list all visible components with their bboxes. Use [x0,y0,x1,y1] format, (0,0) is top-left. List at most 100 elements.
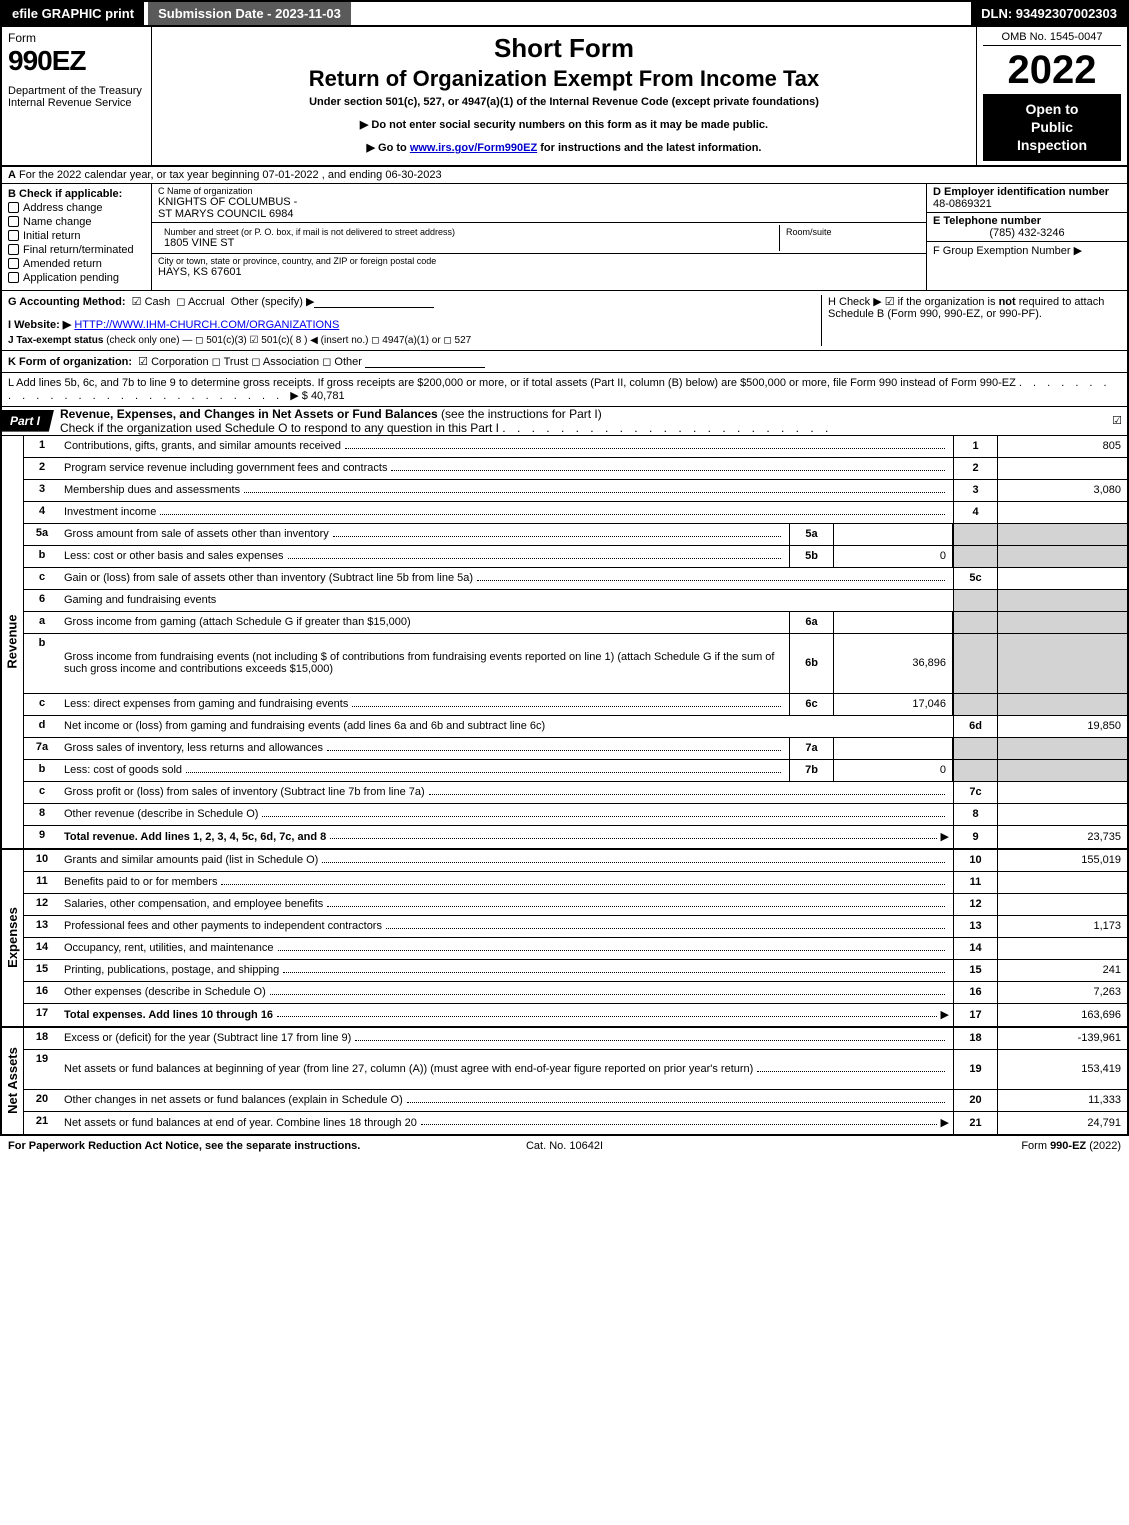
street-val: 1805 VINE ST [164,237,773,249]
expenses-table: Expenses 10 Grants and similar amounts p… [0,850,1129,1028]
inspection: Inspection [987,136,1117,154]
line-2: 2 Program service revenue including gove… [24,458,1127,480]
group-exemption-label: F Group Exemption Number ▶ [933,244,1121,257]
line-13: 13 Professional fees and other payments … [24,916,1127,938]
line-7a: 7a Gross sales of inventory, less return… [24,738,1127,760]
irs-link[interactable]: www.irs.gov/Form990EZ [410,142,537,154]
line-6b-val: 36,896 [833,634,953,693]
cb-amended-return[interactable]: Amended return [8,258,145,270]
ein-val: 48-0869321 [933,198,1121,210]
page-footer: For Paperwork Reduction Act Notice, see … [0,1136,1129,1156]
city-block: City or town, state or province, country… [152,254,926,280]
part-i-tab: Part I [2,410,54,432]
netassets-table: Net Assets 18 Excess or (deficit) for th… [0,1028,1129,1136]
instruct-1: ▶ Do not enter social security numbers o… [162,118,966,131]
return-title: Return of Organization Exempt From Incom… [162,66,966,92]
row-l: L Add lines 5b, 6c, and 7b to line 9 to … [0,373,1129,407]
org-name-block: C Name of organization KNIGHTS OF COLUMB… [152,184,926,223]
line-6d-val: 19,850 [997,716,1127,737]
street-label: Number and street (or P. O. box, if mail… [164,227,773,237]
row-k: K Form of organization: ☑ Corporation ◻ … [0,351,1129,373]
expenses-lines: 10 Grants and similar amounts paid (list… [24,850,1127,1026]
instruct-2-prefix: ▶ Go to [367,142,410,154]
line-5b-val: 0 [833,546,953,567]
part-i-header: Part I Revenue, Expenses, and Changes in… [0,407,1129,436]
cb-application-pending[interactable]: Application pending [8,272,145,284]
part-i-title: Revenue, Expenses, and Changes in Net As… [54,407,1107,435]
org-name-2: ST MARYS COUNCIL 6984 [158,208,920,220]
tax-exempt-row: J Tax-exempt status (check only one) — ◻… [8,335,821,346]
line-16: 16 Other expenses (describe in Schedule … [24,982,1127,1004]
revenue-side-label: Revenue [2,436,24,848]
line-12: 12 Salaries, other compensation, and emp… [24,894,1127,916]
row-g-h: G Accounting Method: ☑ Cash ◻ Accrual Ot… [0,291,1129,351]
line-17-val: 163,696 [997,1004,1127,1026]
line-5a: 5a Gross amount from sale of assets othe… [24,524,1127,546]
line-19: 19 Net assets or fund balances at beginn… [24,1050,1127,1090]
footer-left: For Paperwork Reduction Act Notice, see … [8,1140,379,1152]
line-14: 14 Occupancy, rent, utilities, and maint… [24,938,1127,960]
city-val: HAYS, KS 67601 [158,266,920,278]
omb-number: OMB No. 1545-0047 [983,31,1121,46]
efile-print-label[interactable]: efile GRAPHIC print [2,2,144,25]
line-10: 10 Grants and similar amounts paid (list… [24,850,1127,872]
tax-year: 2022 [983,50,1121,90]
line-1-val: 805 [997,436,1127,457]
line-6: 6 Gaming and fundraising events [24,590,1127,612]
col-c: C Name of organization KNIGHTS OF COLUMB… [152,184,927,290]
line-18-val: -139,961 [997,1028,1127,1049]
netassets-side-label: Net Assets [2,1028,24,1134]
public: Public [987,118,1117,136]
form-header: Form 990EZ Department of the Treasury In… [0,27,1129,167]
line-21-val: 24,791 [997,1112,1127,1134]
header-center: Short Form Return of Organization Exempt… [152,27,977,165]
line-9: 9 Total revenue. Add lines 1, 2, 3, 4, 5… [24,826,1127,848]
revenue-table: Revenue 1 Contributions, gifts, grants, … [0,436,1129,850]
row-l-value: ▶ $ 40,781 [290,390,344,402]
col-b: B Check if applicable: Address change Na… [2,184,152,290]
line-10-val: 155,019 [997,850,1127,871]
part-i-check[interactable]: ☑ [1107,414,1127,427]
netassets-lines: 18 Excess or (deficit) for the year (Sub… [24,1028,1127,1134]
line-5b: b Less: cost or other basis and sales ex… [24,546,1127,568]
line-6a: a Gross income from gaming (attach Sched… [24,612,1127,634]
line-17: 17 Total expenses. Add lines 10 through … [24,1004,1127,1026]
line-8: 8 Other revenue (describe in Schedule O)… [24,804,1127,826]
cb-final-return[interactable]: Final return/terminated [8,244,145,256]
cb-name-change[interactable]: Name change [8,216,145,228]
line-13-val: 1,173 [997,916,1127,937]
line-6d: d Net income or (loss) from gaming and f… [24,716,1127,738]
submission-date-label: Submission Date - 2023-11-03 [148,2,351,25]
tel-val: (785) 432-3246 [933,227,1121,239]
row-a-label: A [8,169,16,181]
line-11: 11 Benefits paid to or for members 11 [24,872,1127,894]
line-3-val: 3,080 [997,480,1127,501]
website-link[interactable]: HTTP://WWW.IHM-CHURCH.COM/ORGANIZATIONS [74,319,339,331]
line-15: 15 Printing, publications, postage, and … [24,960,1127,982]
line-7b-val: 0 [833,760,953,781]
line-15-val: 241 [997,960,1127,981]
col-d: D Employer identification number 48-0869… [927,184,1127,290]
line-21: 21 Net assets or fund balances at end of… [24,1112,1127,1134]
cb-address-change[interactable]: Address change [8,202,145,214]
org-name-1: KNIGHTS OF COLUMBUS - [158,196,920,208]
subtitle: Under section 501(c), 527, or 4947(a)(1)… [162,96,966,108]
row-h: H Check ▶ ☑ if the organization is not r… [821,295,1121,346]
city-label: City or town, state or province, country… [158,256,920,266]
expenses-side-label: Expenses [2,850,24,1026]
cb-initial-return[interactable]: Initial return [8,230,145,242]
line-7c: c Gross profit or (loss) from sales of i… [24,782,1127,804]
website-row: I Website: ▶ HTTP://WWW.IHM-CHURCH.COM/O… [8,318,821,331]
dept-treasury: Department of the Treasury [8,85,145,97]
tel-label: E Telephone number [933,215,1121,227]
line-9-val: 23,735 [997,826,1127,848]
group-exemption-block: F Group Exemption Number ▶ [927,242,1127,259]
line-6c: c Less: direct expenses from gaming and … [24,694,1127,716]
line-1: 1 Contributions, gifts, grants, and simi… [24,436,1127,458]
footer-right: Form 990-EZ (2022) [750,1140,1121,1152]
org-name-label: C Name of organization [158,186,920,196]
form-number: 990EZ [8,45,145,77]
short-form-title: Short Form [162,33,966,64]
row-a: A For the 2022 calendar year, or tax yea… [0,167,1129,184]
line-18: 18 Excess or (deficit) for the year (Sub… [24,1028,1127,1050]
